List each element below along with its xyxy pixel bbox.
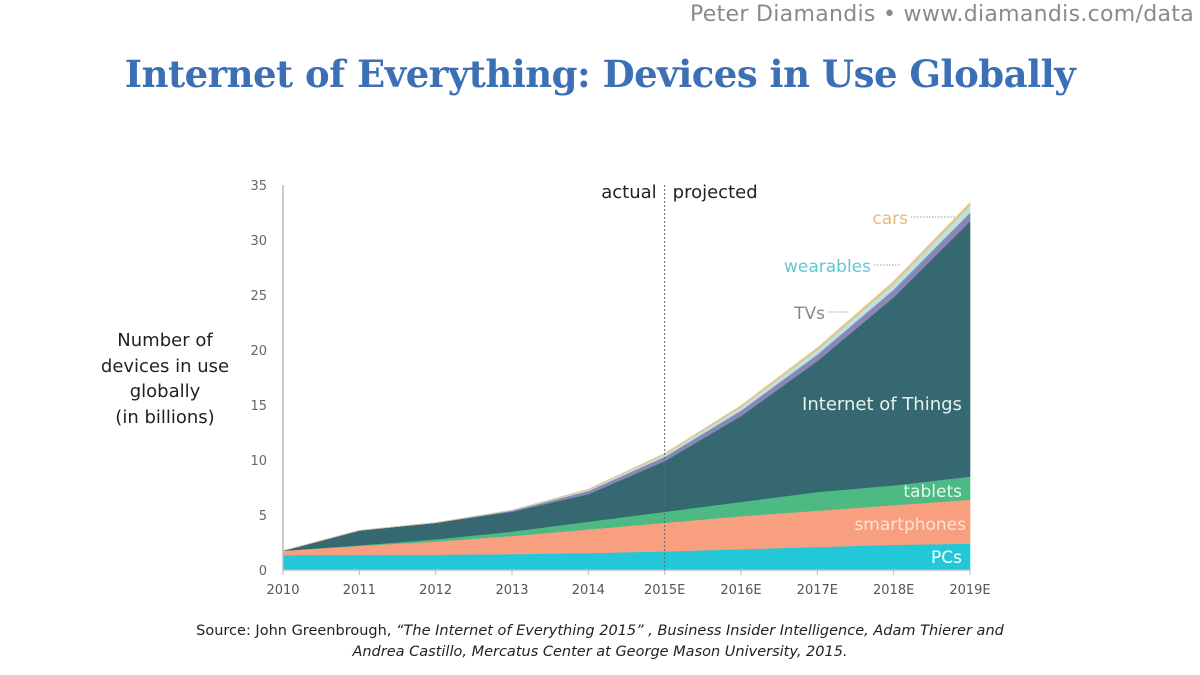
actual-label: actual <box>601 182 656 203</box>
area-cars <box>282 201 971 552</box>
x-tick-label: 2014 <box>572 583 605 598</box>
series-label: smartphones <box>854 515 966 535</box>
series-label: TVs <box>793 304 825 324</box>
y-tick-label: 30 <box>250 234 267 249</box>
y-label-line: devices in use <box>100 355 230 377</box>
y-tick-label: 5 <box>259 509 267 524</box>
author: Peter Diamandis <box>690 2 876 27</box>
header-credit: Peter Diamandis • www.diamandis.com/data <box>690 2 1194 27</box>
y-tick-label: 35 <box>250 179 267 194</box>
separator: • <box>882 2 897 27</box>
source-line2: Andrea Castillo, Mercatus Center at Geor… <box>352 644 848 660</box>
x-tick-label: 2019E <box>949 583 990 598</box>
projected-label: projected <box>673 182 758 203</box>
x-tick-label: 2016E <box>720 583 761 598</box>
source-prefix: Source: John Greenbrough, <box>196 623 397 639</box>
y-tick-label: 10 <box>250 454 267 469</box>
chart-title: Internet of Everything: Devices in Use G… <box>124 52 1076 96</box>
y-tick-label: 25 <box>250 289 267 304</box>
x-tick-label: 2015E <box>644 583 685 598</box>
series-label: PCs <box>931 548 962 568</box>
x-tick-label: 2010 <box>266 583 299 598</box>
series-label: tablets <box>903 482 962 502</box>
y-axis-label: Number of devices in use globally (in bi… <box>90 328 240 430</box>
source-line1: “The Internet of Everything 2015” , Busi… <box>396 623 1004 639</box>
y-label-line: globally <box>129 381 201 402</box>
y-tick-label: 15 <box>250 399 267 414</box>
y-tick-label: 20 <box>250 344 267 359</box>
x-tick-label: 2013 <box>495 583 528 598</box>
series-label: cars <box>872 209 908 229</box>
site-link: www.diamandis.com/data <box>903 2 1194 27</box>
x-tick-label: 2011 <box>343 583 376 598</box>
x-tick-label: 2012 <box>419 583 452 598</box>
source-note: Source: John Greenbrough, “The Internet … <box>0 621 1200 663</box>
y-label-line: Number of <box>117 330 213 351</box>
series-label: Internet of Things <box>802 394 962 415</box>
x-tick-label: 2018E <box>873 583 914 598</box>
x-tick-label: 2017E <box>797 583 838 598</box>
series-label: wearables <box>784 257 871 277</box>
y-tick-label: 0 <box>259 564 267 579</box>
y-label-line: (in billions) <box>115 406 215 428</box>
